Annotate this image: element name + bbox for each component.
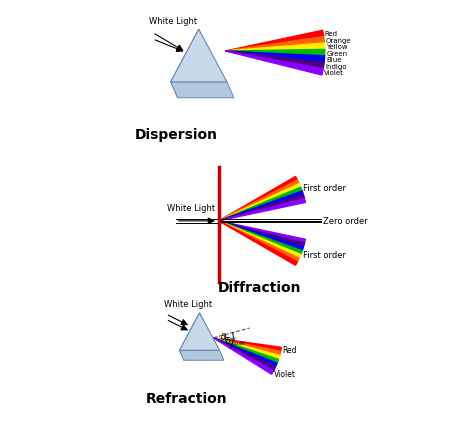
- Text: White Light: White Light: [167, 204, 215, 213]
- Polygon shape: [219, 199, 305, 221]
- Text: First order: First order: [303, 250, 346, 259]
- Polygon shape: [219, 181, 299, 221]
- Text: $\delta_{Red}$: $\delta_{Red}$: [220, 331, 237, 344]
- Polygon shape: [225, 52, 325, 63]
- Text: Green: Green: [326, 51, 347, 57]
- Text: $\delta_{Violet}$: $\delta_{Violet}$: [225, 335, 247, 347]
- Polygon shape: [219, 221, 301, 258]
- Polygon shape: [219, 221, 302, 255]
- Polygon shape: [219, 195, 304, 221]
- Polygon shape: [213, 338, 280, 359]
- Text: ID 191935745  © OsweetNature: ID 191935745 © OsweetNature: [368, 419, 469, 424]
- Polygon shape: [219, 184, 301, 221]
- Text: Yellow: Yellow: [326, 44, 348, 50]
- Polygon shape: [171, 30, 206, 98]
- Polygon shape: [219, 188, 302, 221]
- Text: dreamstime.com: dreamstime.com: [5, 419, 58, 424]
- Polygon shape: [213, 338, 282, 352]
- Text: Violet: Violet: [273, 369, 296, 378]
- Polygon shape: [180, 313, 219, 350]
- Text: Zero order: Zero order: [323, 217, 367, 226]
- Polygon shape: [219, 221, 303, 251]
- Polygon shape: [213, 338, 279, 363]
- Polygon shape: [180, 313, 204, 360]
- Text: White Light: White Light: [149, 17, 198, 26]
- Polygon shape: [213, 338, 273, 375]
- Text: Red: Red: [282, 345, 297, 354]
- Polygon shape: [213, 338, 277, 367]
- Polygon shape: [219, 177, 297, 221]
- Polygon shape: [219, 221, 299, 262]
- Text: First order: First order: [303, 184, 346, 193]
- Polygon shape: [180, 350, 224, 360]
- Text: Orange: Orange: [326, 37, 351, 43]
- Polygon shape: [213, 338, 275, 371]
- Polygon shape: [225, 50, 325, 57]
- Polygon shape: [219, 221, 297, 266]
- Polygon shape: [171, 30, 227, 83]
- Text: Indigo: Indigo: [325, 64, 347, 70]
- Polygon shape: [219, 221, 304, 247]
- Polygon shape: [219, 221, 305, 244]
- Text: Diffraction: Diffraction: [218, 280, 301, 294]
- Polygon shape: [225, 52, 324, 70]
- Text: Violet: Violet: [324, 70, 344, 76]
- Polygon shape: [225, 44, 325, 52]
- Text: Red: Red: [325, 31, 338, 37]
- Text: Refraction: Refraction: [146, 391, 228, 405]
- Polygon shape: [225, 31, 324, 52]
- Polygon shape: [225, 37, 325, 52]
- Polygon shape: [219, 191, 303, 221]
- Polygon shape: [213, 338, 281, 356]
- Polygon shape: [171, 83, 234, 98]
- Text: White Light: White Light: [164, 299, 212, 308]
- Text: Dispersion: Dispersion: [134, 127, 217, 141]
- Text: Blue: Blue: [326, 57, 341, 63]
- Polygon shape: [225, 52, 323, 76]
